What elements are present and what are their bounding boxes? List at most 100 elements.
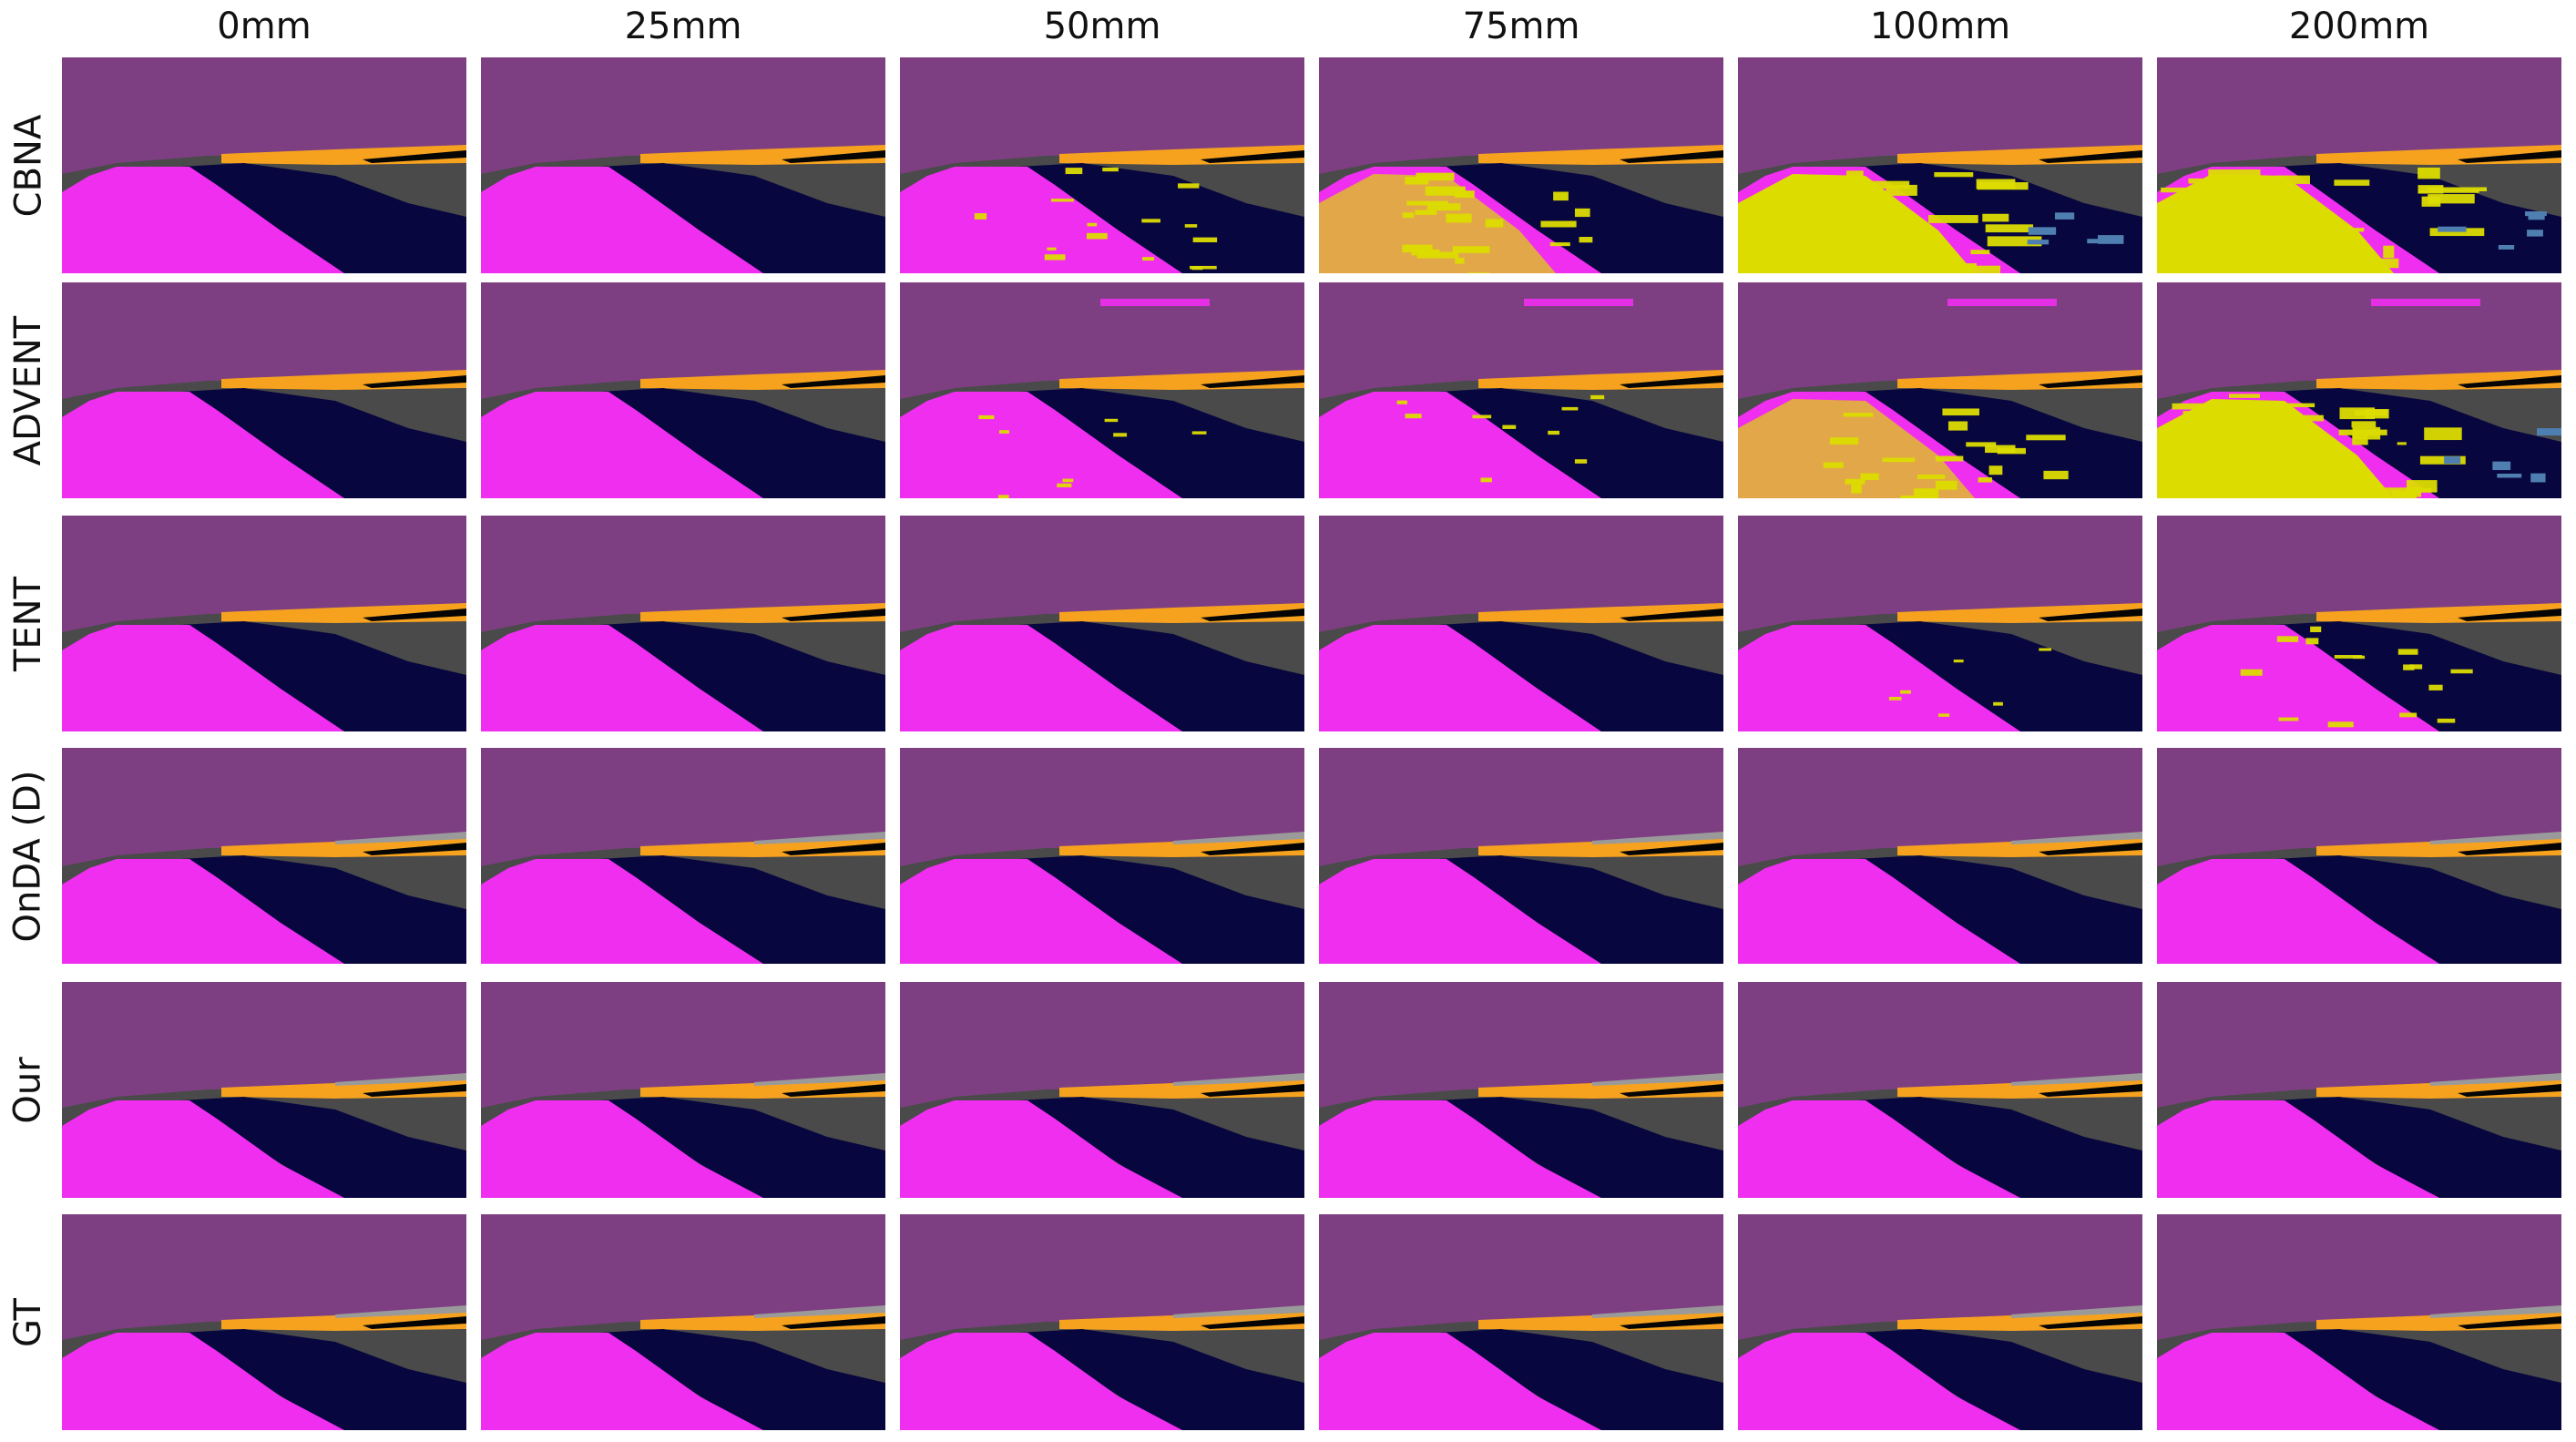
grey-band bbox=[335, 1305, 466, 1318]
dark-lane-region bbox=[2275, 1097, 2561, 1198]
road-region bbox=[481, 1333, 763, 1430]
dark-lane-region bbox=[1437, 621, 1723, 731]
dark-lane-region bbox=[599, 1097, 885, 1198]
dark-lane-region bbox=[2275, 163, 2561, 273]
road-region bbox=[62, 1333, 344, 1430]
black-streak bbox=[782, 1084, 885, 1097]
dark-lane-region bbox=[1018, 163, 1304, 273]
black-streak bbox=[363, 1316, 466, 1329]
segmentation-panel bbox=[1738, 282, 2142, 498]
road-region bbox=[2157, 1100, 2439, 1198]
segmentation-panel bbox=[1319, 748, 1723, 964]
black-streak bbox=[782, 609, 885, 621]
segmentation-panel bbox=[62, 748, 466, 964]
segmentation-panel bbox=[481, 516, 885, 731]
grey-band bbox=[2011, 1305, 2142, 1318]
segmentation-panel bbox=[1319, 282, 1723, 498]
road-region bbox=[900, 167, 1182, 273]
black-streak bbox=[2039, 375, 2142, 388]
dark-lane-region bbox=[1856, 1329, 2142, 1430]
black-streak bbox=[1201, 375, 1304, 388]
black-streak bbox=[2039, 609, 2142, 621]
segmentation-map bbox=[1319, 1214, 1723, 1430]
grey-band bbox=[754, 1305, 885, 1318]
grey-band bbox=[2011, 1073, 2142, 1086]
road-region bbox=[1319, 1100, 1601, 1198]
black-streak bbox=[2039, 150, 2142, 163]
grey-band bbox=[2430, 1305, 2561, 1318]
segmentation-panel bbox=[2157, 282, 2561, 498]
road-region bbox=[1319, 859, 1601, 964]
segmentation-map bbox=[62, 1214, 466, 1430]
segmentation-panel bbox=[2157, 1214, 2561, 1430]
black-streak bbox=[2458, 843, 2561, 855]
row-label-text: CBNA bbox=[7, 114, 49, 217]
noise-overlay bbox=[1738, 170, 2124, 273]
dark-lane-region bbox=[1437, 388, 1723, 498]
segmentation-map bbox=[62, 57, 466, 273]
segmentation-map bbox=[1319, 982, 1723, 1198]
segmentation-panel bbox=[62, 1214, 466, 1430]
segmentation-map bbox=[1738, 748, 2142, 964]
dark-lane-region bbox=[1437, 1097, 1723, 1198]
road-region bbox=[900, 859, 1182, 964]
column-header-3: 75mm bbox=[1462, 5, 1580, 47]
segmentation-panel bbox=[1738, 516, 2142, 731]
dark-lane-region bbox=[180, 621, 466, 731]
road-region bbox=[481, 1100, 763, 1198]
segmentation-panel bbox=[1319, 57, 1723, 273]
row-label-text: Our bbox=[7, 1056, 49, 1124]
segmentation-map bbox=[481, 516, 885, 731]
road-region bbox=[481, 625, 763, 731]
column-header-4: 100mm bbox=[1869, 5, 2011, 47]
segmentation-panel bbox=[481, 748, 885, 964]
road-region bbox=[2157, 625, 2439, 731]
segmentation-map bbox=[1319, 516, 1723, 731]
dark-lane-region bbox=[180, 855, 466, 964]
dark-lane-region bbox=[1856, 388, 2142, 498]
black-streak bbox=[2458, 1084, 2561, 1097]
segmentation-panel bbox=[900, 1214, 1304, 1430]
segmentation-map bbox=[62, 516, 466, 731]
row-label-2: TENT bbox=[0, 516, 56, 731]
grey-band bbox=[754, 832, 885, 844]
black-streak bbox=[1201, 150, 1304, 163]
black-streak bbox=[2458, 609, 2561, 621]
road-region bbox=[481, 167, 763, 273]
noise-overlay bbox=[1888, 648, 2052, 717]
segmentation-map bbox=[2157, 982, 2561, 1198]
dark-lane-region bbox=[1018, 388, 1304, 498]
column-header-1: 25mm bbox=[624, 5, 742, 47]
black-streak bbox=[782, 843, 885, 855]
segmentation-panel bbox=[62, 57, 466, 273]
black-streak bbox=[2458, 375, 2561, 388]
segmentation-panel bbox=[900, 282, 1304, 498]
black-streak bbox=[363, 1084, 466, 1097]
black-streak bbox=[363, 150, 466, 163]
black-streak bbox=[782, 375, 885, 388]
road-region bbox=[481, 392, 763, 498]
segmentation-panel bbox=[1738, 1214, 2142, 1430]
segmentation-map bbox=[900, 1214, 1304, 1430]
dark-lane-region bbox=[599, 388, 885, 498]
grey-band bbox=[1592, 1305, 1723, 1318]
segmentation-panel bbox=[900, 982, 1304, 1198]
grey-band bbox=[2430, 832, 2561, 844]
road-region bbox=[1738, 1333, 2020, 1430]
segmentation-panel bbox=[1738, 982, 2142, 1198]
segmentation-map bbox=[1319, 748, 1723, 964]
grey-band bbox=[335, 1073, 466, 1086]
segmentation-panel bbox=[62, 282, 466, 498]
grey-band bbox=[2430, 1073, 2561, 1086]
grey-band bbox=[335, 832, 466, 844]
segmentation-panel bbox=[62, 982, 466, 1198]
black-streak bbox=[2039, 843, 2142, 855]
segmentation-map bbox=[2157, 516, 2561, 731]
dark-lane-region bbox=[1018, 1097, 1304, 1198]
road-region bbox=[2157, 1333, 2439, 1430]
dark-lane-region bbox=[2275, 855, 2561, 964]
road-region bbox=[900, 1100, 1182, 1198]
noise-overlay bbox=[1319, 172, 1593, 273]
segmentation-panel bbox=[1319, 982, 1723, 1198]
dark-lane-region bbox=[1437, 1329, 1723, 1430]
